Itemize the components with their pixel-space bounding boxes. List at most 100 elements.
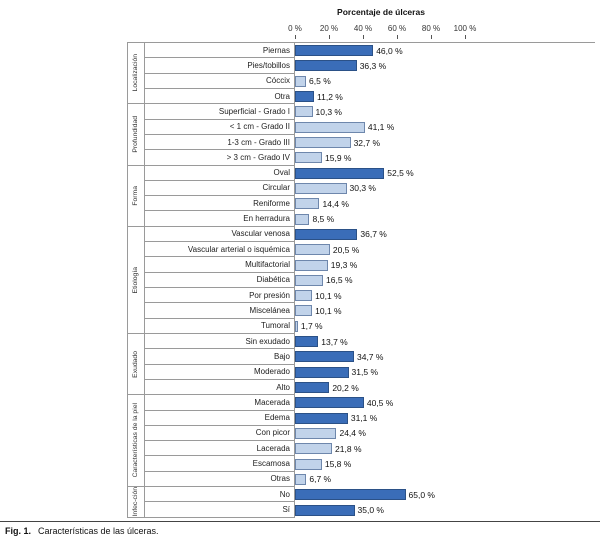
bar-value: 19,3 % — [330, 260, 358, 271]
bar — [295, 45, 374, 57]
bar-value: 13,7 % — [321, 336, 348, 347]
tick-mark — [295, 35, 296, 39]
group-label: Exudado — [132, 350, 139, 378]
bar-row: Moderado 31,5 % — [145, 364, 595, 380]
bar-value: 10,1 % — [315, 305, 342, 316]
bar-value: 20,2 % — [332, 382, 359, 393]
bar-area: 6,7 % — [295, 472, 595, 487]
bar-row: Oval 52,5 % — [145, 165, 595, 181]
category-group: Etiología Vascular venosa 36,7 % Vascular a… — [127, 226, 595, 334]
bar — [295, 60, 357, 72]
bar-value: 16,5 % — [326, 275, 353, 286]
bar — [295, 75, 307, 87]
bar — [295, 259, 328, 271]
bar-value: 6,7 % — [309, 474, 332, 485]
category-group: Forma Oval 52,5 % Circular 30,3 % Reniforme 14… — [127, 165, 595, 227]
bar-value: 41,1 % — [367, 122, 395, 133]
bar-label: > 3 cm - Grado IV — [145, 150, 295, 166]
bar-area: 40,5 % — [295, 395, 595, 410]
bar-label: Alto — [145, 379, 295, 396]
bar — [295, 213, 310, 225]
bar-label: Moderado — [145, 364, 295, 380]
bar-value: 36,7 % — [360, 229, 387, 240]
chart-table: Localización Piernas 46,0 % Pies/tobillos 36… — [127, 42, 595, 518]
bar-label: Circular — [145, 180, 295, 197]
bar-row: Con picor 24,4 % — [145, 425, 595, 442]
group-label-cell: Exudado — [127, 333, 145, 396]
bar-area: 36,7 % — [295, 227, 595, 242]
caption-text: Características de las úlceras. — [38, 526, 159, 536]
tick-label: 80 % — [421, 24, 441, 33]
group-label: Profundidad — [132, 116, 139, 153]
bar — [295, 443, 333, 455]
bar-area: 21,8 % — [295, 441, 595, 456]
bar — [295, 489, 406, 501]
bar-row: > 3 cm - Grado IV 15,9 % — [145, 150, 595, 166]
bar-row: Circular 30,3 % — [145, 180, 595, 197]
group-label-cell: Forma — [127, 165, 145, 227]
tick-label: 100 % — [453, 24, 477, 33]
bar-row: Lacerada 21,8 % — [145, 441, 595, 457]
bar-row: En herradura 8,5 % — [145, 211, 595, 227]
bar-value: 31,1 % — [350, 413, 378, 424]
bar-row: Sí 35,0 % — [145, 502, 595, 518]
bar — [295, 412, 348, 424]
bar — [295, 106, 313, 118]
bar-label: Por presión — [145, 288, 295, 304]
group-label: Infec-ción — [132, 487, 139, 517]
bar-label: Pies/tobillos — [145, 58, 295, 74]
group-label-cell: Etiología — [127, 226, 145, 334]
bar — [295, 152, 323, 164]
bar-value: 11,2 % — [317, 91, 343, 102]
bar-area: 24,4 % — [295, 426, 595, 441]
bar-area: 15,8 % — [295, 456, 595, 471]
bar-area: 35,0 % — [295, 502, 595, 517]
bar — [295, 121, 365, 133]
bar-area: 8,5 % — [295, 211, 595, 226]
bar-label: Multifactorial — [145, 257, 295, 273]
tick-mark — [465, 35, 466, 39]
bar-label: En herradura — [145, 211, 295, 227]
bar-value: 46,0 % — [376, 45, 403, 56]
tick-label: 20 % — [319, 24, 339, 33]
bar — [295, 167, 385, 179]
bar-value: 52,5 % — [387, 168, 414, 179]
bar-label: 1-3 cm - Grado III — [145, 134, 295, 151]
bar-value: 21,8 % — [335, 443, 362, 454]
bar-row: Miscelánea 10,1 % — [145, 303, 595, 319]
bar — [295, 382, 330, 394]
bar-label: Otra — [145, 88, 295, 105]
tick-mark — [329, 35, 330, 39]
figure-caption: Fig. 1. Características de las úlceras. — [5, 526, 159, 536]
bar-row: Alto 20,2 % — [145, 379, 595, 396]
bar — [295, 198, 320, 210]
bar-label: Lacerada — [145, 441, 295, 457]
bar-label: Sí — [145, 502, 295, 518]
bar-label: Superficial - Grado I — [145, 104, 295, 120]
bar-row: Vascular venosa 36,7 % — [145, 226, 595, 243]
bar — [295, 137, 351, 149]
tick-label: 40 % — [353, 24, 373, 33]
caption-divider — [0, 521, 600, 522]
tick-mark — [363, 35, 364, 39]
bar-label: Piernas — [145, 43, 295, 59]
category-group: Localización Piernas 46,0 % Pies/tobillos 36… — [127, 43, 595, 105]
bar-label: Bajo — [145, 349, 295, 365]
bar-label: Macerada — [145, 395, 295, 411]
bar-row: Tumoral 1,7 % — [145, 318, 595, 334]
bar-value: 14,4 % — [322, 198, 349, 209]
bar-label: Tumoral — [145, 318, 295, 334]
bar-row: Superficial - Grado I 10,3 % — [145, 104, 595, 120]
figure-number: Fig. 1. — [5, 526, 32, 536]
bar-value: 31,5 % — [351, 367, 379, 378]
bar-area: 11,2 % — [295, 89, 595, 104]
bar-row: 1-3 cm - Grado III 32,7 % — [145, 134, 595, 151]
group-label: Localización — [132, 54, 139, 92]
bar-area: 19,3 % — [295, 257, 595, 272]
bar-row: Cóccix 6,5 % — [145, 73, 595, 89]
bar-row: Otra 11,2 % — [145, 88, 595, 105]
bar-area: 14,4 % — [295, 196, 595, 211]
bar-label: Sin exudado — [145, 333, 295, 350]
bar-row: Piernas 46,0 % — [145, 43, 595, 59]
